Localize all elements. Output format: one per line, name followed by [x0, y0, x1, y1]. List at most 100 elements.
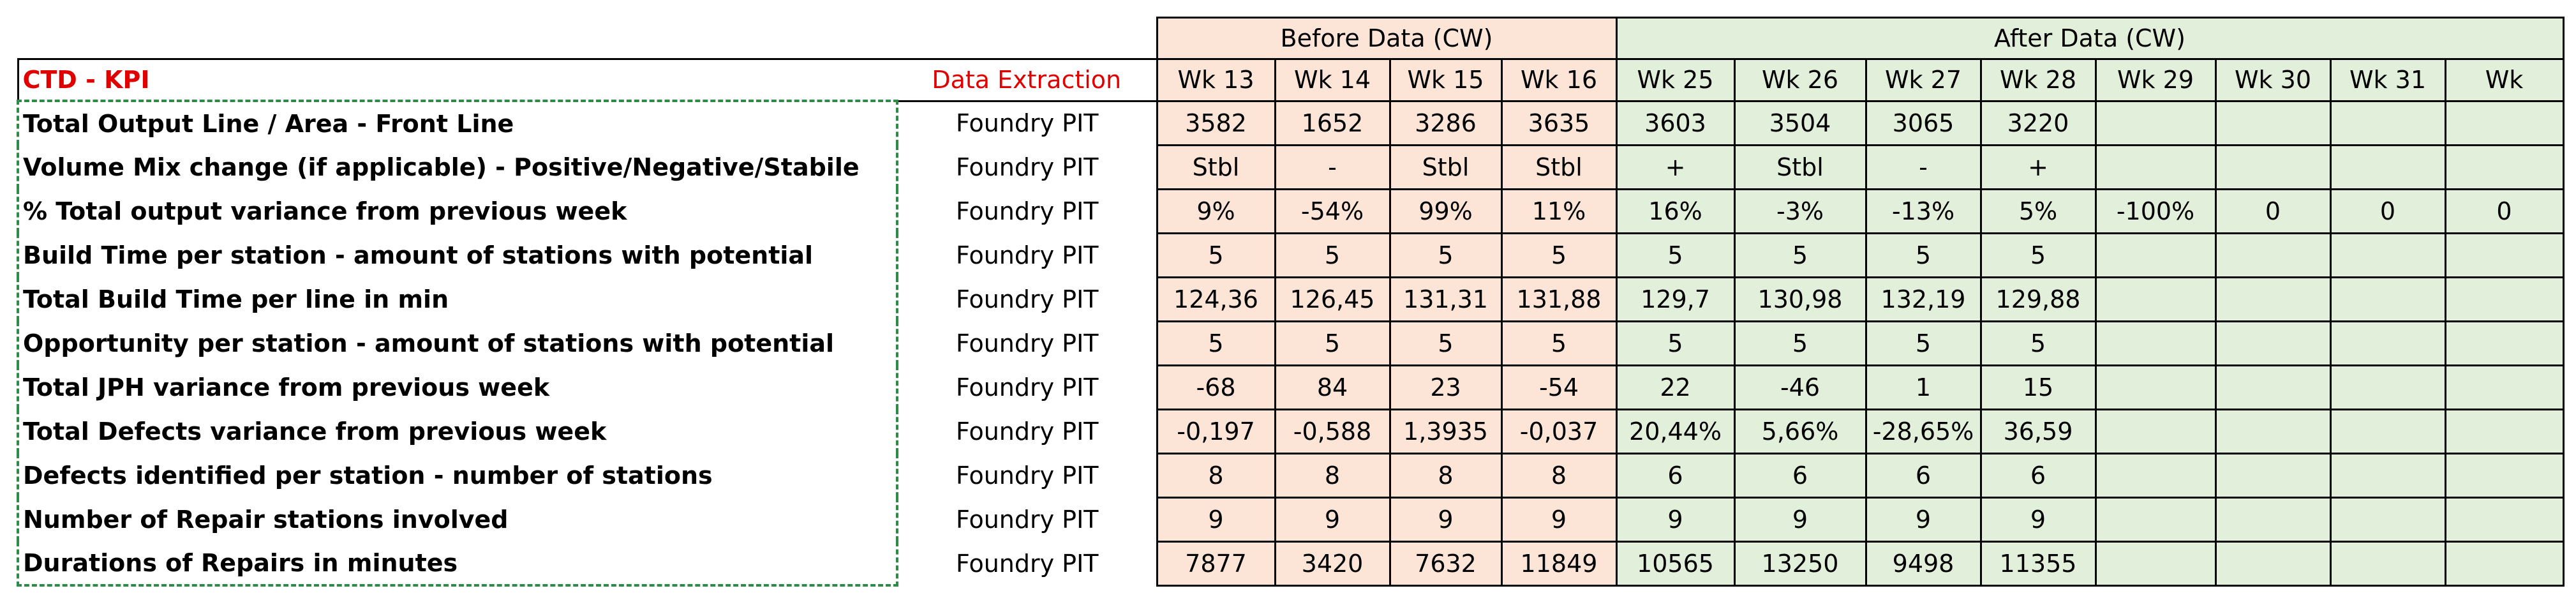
kpi-value	[2214, 144, 2332, 190]
kpi-label: CTD - KPI	[17, 58, 897, 102]
kpi-value: 5,66%	[1733, 408, 1867, 454]
kpi-value	[2094, 276, 2217, 322]
kpi-value: 7877	[1156, 540, 1276, 587]
before-label: Before Data (CW)	[1156, 17, 1618, 60]
kpi-value	[2094, 364, 2217, 410]
kpi-value	[2094, 408, 2217, 454]
kpi-value: 5	[1389, 320, 1503, 366]
kpi-value: 132,19	[1865, 276, 1982, 322]
kpi-value: 131,88	[1500, 276, 1618, 322]
kpi-value: 5	[1500, 232, 1618, 278]
kpi-value	[2214, 100, 2332, 146]
kpi-value	[2444, 144, 2565, 190]
week-label: Wk 26	[1733, 58, 1867, 102]
kpi-value: 9498	[1865, 540, 1982, 587]
kpi-value	[2094, 320, 2217, 366]
kpi-value: 6	[1979, 452, 2097, 499]
kpi-value	[2094, 232, 2217, 278]
kpi-value: 22	[1615, 364, 1736, 410]
kpi-value: Stbl	[1500, 144, 1618, 190]
kpi-row: Total Defects variance from previous wee…	[17, 408, 2565, 454]
kpi-name: Volume Mix change (if applicable) - Posi…	[17, 145, 898, 189]
data-source: Foundry PIT	[955, 197, 1099, 225]
data-source: Foundry PIT	[955, 285, 1099, 313]
kpi-value: 1652	[1274, 100, 1391, 146]
kpi-value: 9	[1865, 496, 1982, 543]
data-source: Foundry PIT	[955, 373, 1099, 402]
kpi-value: -0,588	[1274, 408, 1391, 454]
kpi-value	[2094, 144, 2217, 190]
kpi-value: 5%	[1979, 188, 2097, 234]
group-header-row: Before Data (CW) After Data (CW)	[18, 17, 2565, 60]
kpi-name: Opportunity per station - amount of stat…	[17, 321, 898, 365]
week-label: Wk	[2444, 58, 2565, 102]
kpi-name: Number of Repair stations involved	[17, 497, 898, 541]
kpi-value: -	[1865, 144, 1982, 190]
kpi-value	[2444, 540, 2565, 587]
kpi-value: 5	[1865, 320, 1982, 366]
kpi-value: 9	[1979, 496, 2097, 543]
kpi-value: 3504	[1733, 100, 1867, 146]
kpi-value: Stbl	[1733, 144, 1867, 190]
extraction-label: Data Extraction	[897, 58, 1157, 102]
kpi-value	[2444, 496, 2565, 543]
kpi-value: 9	[1389, 496, 1503, 543]
kpi-value: 8	[1389, 452, 1503, 499]
kpi-value	[2329, 100, 2446, 146]
data-source: Foundry PIT	[955, 109, 1099, 138]
kpi-value: 99%	[1389, 188, 1503, 234]
kpi-row: Build Time per station - amount of stati…	[17, 232, 2565, 278]
kpi-value	[2444, 320, 2565, 366]
data-source: Foundry PIT	[955, 153, 1099, 181]
kpi-value	[2214, 540, 2332, 587]
kpi-value	[2094, 540, 2217, 587]
week-label: Wk 30	[2214, 58, 2332, 102]
kpi-value: 13250	[1733, 540, 1867, 587]
kpi-value: -13%	[1865, 188, 1982, 234]
kpi-name: Build Time per station - amount of stati…	[17, 233, 898, 277]
kpi-value: 0	[2214, 188, 2332, 234]
kpi-value: 5	[1733, 320, 1867, 366]
kpi-value: 3603	[1615, 100, 1736, 146]
kpi-value: 8	[1500, 452, 1618, 499]
kpi-value	[2444, 364, 2565, 410]
kpi-name: Total Build Time per line in min	[17, 277, 898, 321]
kpi-value: 5	[1615, 320, 1736, 366]
kpi-value	[2214, 408, 2332, 454]
week-label: Wk 29	[2094, 58, 2217, 102]
kpi-name: Total Output Line / Area - Front Line	[17, 100, 898, 145]
kpi-value: 129,7	[1615, 276, 1736, 322]
kpi-value: 3065	[1865, 100, 1982, 146]
kpi-value	[2214, 496, 2332, 543]
week-label: Wk 27	[1865, 58, 1982, 102]
kpi-value: -0,197	[1156, 408, 1276, 454]
kpi-value: 5	[1156, 232, 1276, 278]
blank	[18, 18, 1157, 59]
week-label: Wk 14	[1274, 58, 1391, 102]
kpi-value: Stbl	[1156, 144, 1276, 190]
kpi-value: -54%	[1274, 188, 1391, 234]
kpi-value: 131,31	[1389, 276, 1503, 322]
kpi-value: 9	[1500, 496, 1618, 543]
kpi-value: 5	[1389, 232, 1503, 278]
kpi-value: 5	[1274, 320, 1391, 366]
kpi-value: 5	[1979, 232, 2097, 278]
kpi-value	[2214, 232, 2332, 278]
kpi-value	[2214, 364, 2332, 410]
kpi-name: Defects identified per station - number …	[17, 453, 898, 497]
kpi-value: 20,44%	[1615, 408, 1736, 454]
kpi-value	[2329, 144, 2446, 190]
kpi-name: Total Defects variance from previous wee…	[17, 409, 898, 453]
kpi-value: 16%	[1615, 188, 1736, 234]
kpi-value: -54	[1500, 364, 1618, 410]
kpi-value	[2214, 320, 2332, 366]
kpi-value: 5	[1979, 320, 2097, 366]
kpi-row: Total Build Time per line in min Foundry …	[17, 276, 2565, 322]
kpi-value	[2329, 452, 2446, 499]
kpi-value	[2444, 100, 2565, 146]
kpi-value: 3635	[1500, 100, 1618, 146]
kpi-value: 126,45	[1274, 276, 1391, 322]
kpi-value: 11355	[1979, 540, 2097, 587]
kpi-value: 130,98	[1733, 276, 1867, 322]
kpi-value: 124,36	[1156, 276, 1276, 322]
